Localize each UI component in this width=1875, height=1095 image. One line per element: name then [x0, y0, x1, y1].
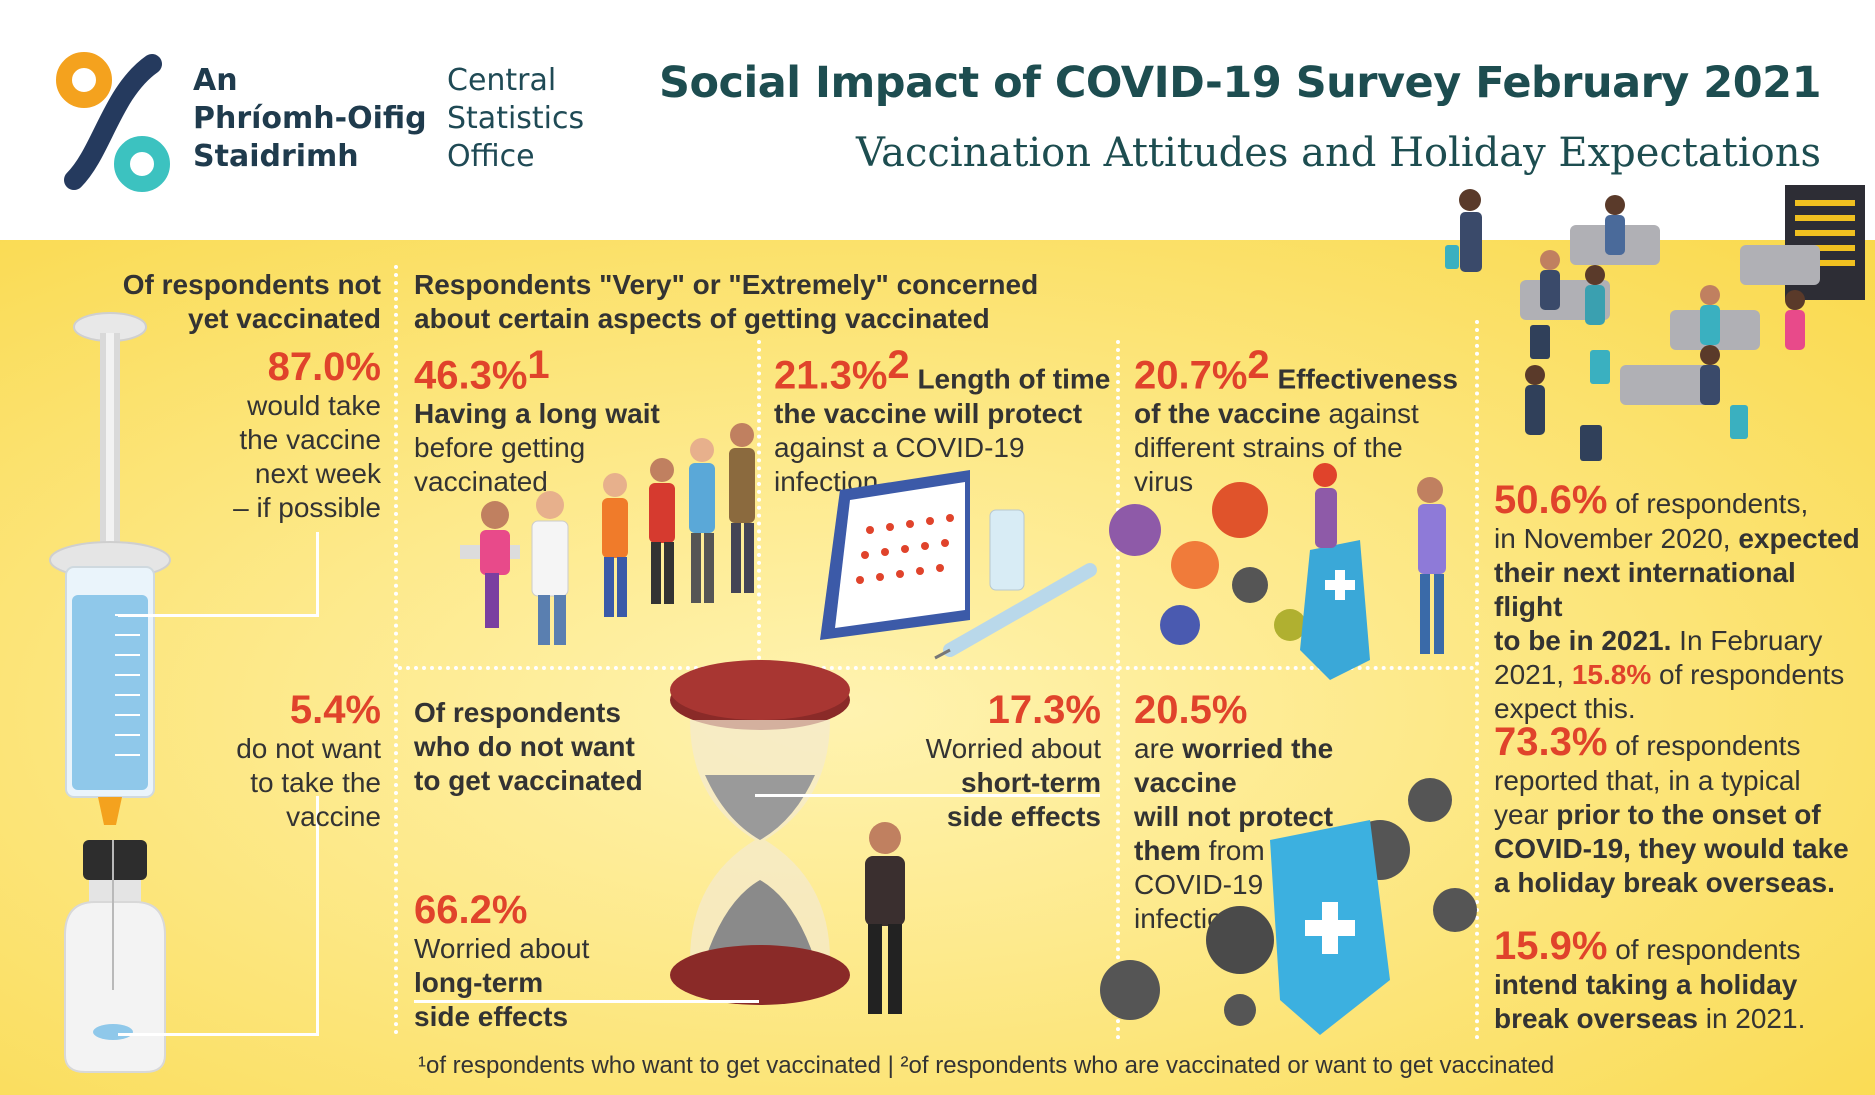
divider [1116, 340, 1120, 1040]
logo-irish-name: An Phríomh-Oifig Staidrimh [193, 63, 427, 174]
airport-lounge-illustration [1445, 185, 1865, 461]
hourglass-illustration [670, 660, 850, 1005]
page-subtitle: Vaccination Attitudes and Holiday Expect… [855, 130, 1821, 176]
divider [398, 666, 1475, 670]
connector-line [118, 1033, 319, 1036]
divider [757, 340, 761, 660]
stat-long-term: 66.2% Worried about long-term side effec… [414, 888, 590, 1032]
footnote: ¹of respondents who want to get vaccinat… [418, 1052, 1555, 1079]
connector-line [316, 796, 319, 1036]
stat-do-not-want: 5.4% do not want to take the vaccine [236, 688, 381, 832]
divider [1475, 320, 1479, 1040]
concern-heading: Respondents "Very" or "Extremely" concer… [414, 269, 1039, 334]
shield-virus-illustration [1100, 778, 1477, 1035]
concern-length-of-protection: 21.3%2 Length of time the vaccine will p… [774, 343, 1111, 498]
virus-family-illustration [1109, 463, 1446, 680]
connector-line [755, 794, 1100, 797]
stat-short-term: 17.3% Worried about short-term side effe… [925, 688, 1101, 832]
connector-line [118, 614, 319, 617]
calendar-illustration [820, 470, 1097, 660]
worried-person-illustration [865, 822, 905, 1014]
connector-line [316, 532, 319, 616]
stat-intend-holiday-2021: 15.9% of respondents intend taking a hol… [1494, 924, 1806, 1034]
page-title: Social Impact of COVID-19 Survey Februar… [659, 58, 1821, 108]
stat-international-flight: 50.6% of respondents, in November 2020, … [1494, 478, 1860, 724]
concern-long-wait: 46.3%1 Having a long wait before getting… [414, 343, 660, 498]
connector-line [414, 1000, 759, 1003]
concern-effectiveness: 20.7%2 Effectiveness of the vaccine agai… [1134, 343, 1458, 498]
stat-would-take: 87.0% would take the vaccine next week – i… [233, 345, 381, 523]
not-want-heading: Of respondents who do not want to get vacc… [414, 697, 643, 796]
cso-logo-icon [56, 52, 170, 192]
divider [394, 265, 398, 1035]
header: An Phríomh-Oifig Staidrimh Central Stati… [0, 0, 1875, 240]
left-heading: Of respondents not yet vaccinated [122, 269, 381, 334]
stat-typical-year-holiday: 73.3% of respondents reported that, in a… [1494, 720, 1849, 898]
vaccine-vial-icon [64, 840, 166, 1073]
logo-english-name: Central Statistics Office [447, 63, 585, 174]
syringe-icon [49, 312, 171, 825]
vaccination-queue-illustration [460, 423, 755, 645]
